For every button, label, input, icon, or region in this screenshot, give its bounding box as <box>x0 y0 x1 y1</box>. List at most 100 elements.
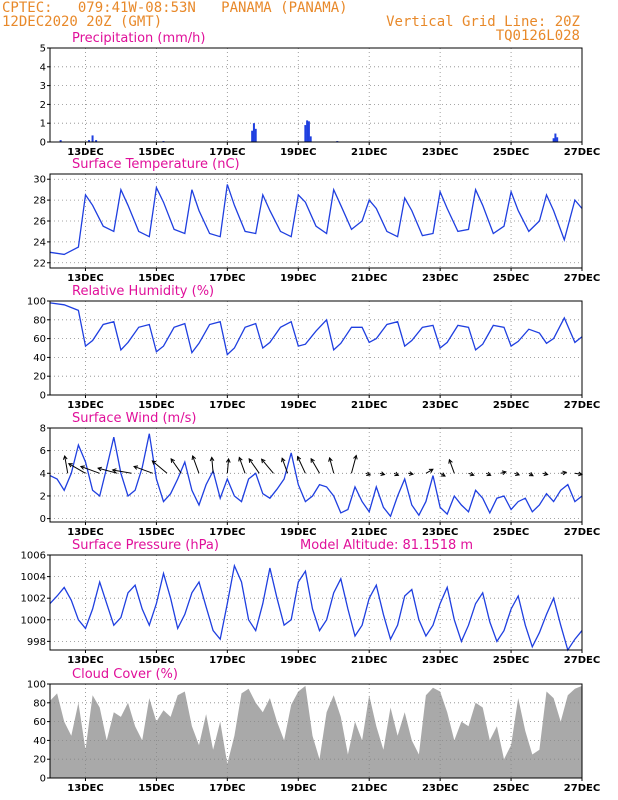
y-tick-label: 0 <box>40 514 46 525</box>
y-tick-label: 60 <box>33 334 46 345</box>
panel-5: 0 20 40 60 80 100 13DEC 15DEC 17DEC 19DEC 21DEC 23D… <box>27 667 600 794</box>
panel-frame <box>49 300 583 396</box>
x-tick-label: 21DEC <box>351 400 387 411</box>
x-tick-label: 19DEC <box>280 273 316 284</box>
wind-arrow-head <box>448 458 453 464</box>
wind-arrow-head <box>353 454 358 460</box>
y-tick-label: 20 <box>33 372 46 383</box>
y-tick-label: 0 <box>40 774 46 785</box>
panel-0: 0 1 2 3 4 5 13DEC 15DEC 17DEC 19DEC 21DEC 23DEC 25DE… <box>40 31 601 158</box>
x-tick-label: 27DEC <box>564 273 600 284</box>
y-tick-label: 3 <box>40 81 46 92</box>
precip-bar <box>552 138 555 142</box>
x-tick-label: 23DEC <box>422 273 458 284</box>
x-tick-label: 23DEC <box>422 147 458 158</box>
precip-bar <box>95 140 98 142</box>
wind-arrow-head <box>440 472 446 477</box>
x-tick-label: 17DEC <box>209 655 245 666</box>
temperature-line <box>49 184 583 256</box>
y-tick-label: 1 <box>40 119 46 130</box>
wind-arrow-head <box>281 457 286 463</box>
wind-arrow-head <box>469 471 475 477</box>
wind-arrow-head <box>248 458 253 463</box>
wind-arrow-head <box>67 463 73 468</box>
wind-arrow-shaft <box>574 472 583 476</box>
wind-arrow-head <box>501 470 507 475</box>
x-tick-label: 17DEC <box>209 147 245 158</box>
panel-frame <box>49 683 583 779</box>
wind-arrow-head <box>62 454 68 460</box>
wind-arrow-shaft <box>281 458 289 474</box>
y-tick-label: 24 <box>33 237 46 248</box>
panel-3: 0 2 4 6 8 13DEC 15DEC 17DEC 19DEC 21DEC 23DEC 25DEC… <box>40 411 601 538</box>
precip-bar <box>254 128 257 142</box>
x-tick-label: 17DEC <box>209 273 245 284</box>
wind-arrow-head <box>328 456 333 462</box>
precip-bar <box>556 137 559 142</box>
x-tick-label: 25DEC <box>493 527 529 538</box>
y-tick-label: 100 <box>27 297 46 308</box>
y-tick-label: 28 <box>33 196 46 207</box>
x-tick-label: 25DEC <box>493 655 529 666</box>
wind-arrow-head <box>209 456 215 462</box>
x-tick-label: 15DEC <box>138 273 174 284</box>
y-tick-label: 0 <box>40 138 46 149</box>
precip-bar <box>251 130 254 142</box>
x-tick-label: 19DEC <box>280 783 316 794</box>
x-tick-label: 25DEC <box>493 783 529 794</box>
x-tick-label: 13DEC <box>67 527 103 538</box>
panel-1: 22 24 26 28 30 13DEC 15DEC 17DEC 19DEC 21DEC 23DEC… <box>33 157 600 284</box>
wind-arrow-shaft <box>226 458 230 474</box>
panel-frame <box>49 554 583 651</box>
x-tick-label: 21DEC <box>351 783 387 794</box>
y-tick-label: 1000 <box>21 615 46 626</box>
y-tick-label: 998 <box>27 637 46 648</box>
precip-bar <box>88 140 91 142</box>
wind-arrow-shaft <box>68 463 86 474</box>
wind-arrow-shaft <box>425 468 434 474</box>
panel-frame <box>49 47 583 143</box>
precip-bar <box>554 133 557 142</box>
wind-arrow-head <box>543 471 549 476</box>
wind-arrow-head <box>151 460 157 465</box>
y-tick-label: 1006 <box>21 551 46 562</box>
y-tick-label: 8 <box>40 424 46 435</box>
x-tick-label: 15DEC <box>138 783 174 794</box>
header-model-code: TQ0126L028 <box>496 28 580 44</box>
y-tick-label: 60 <box>33 717 46 728</box>
wind-arrow-head <box>380 471 386 476</box>
wind-arrow-shaft <box>448 459 455 474</box>
cloud-cover-area <box>50 685 582 778</box>
wind-arrow-head <box>310 457 315 463</box>
wind-arrow-head <box>133 465 139 470</box>
x-tick-label: 23DEC <box>422 527 458 538</box>
panel-title: Surface Wind (m/s) <box>72 411 196 426</box>
wind-arrow-shaft <box>97 467 118 474</box>
wind-arrow-shaft <box>64 455 69 474</box>
precip-bar <box>252 123 255 142</box>
y-tick-label: 1004 <box>21 572 46 583</box>
y-tick-label: 80 <box>33 315 46 326</box>
wind-arrow-head <box>515 471 521 477</box>
wind-arrow-head <box>528 472 534 477</box>
x-tick-label: 19DEC <box>280 147 316 158</box>
x-tick-label: 13DEC <box>67 400 103 411</box>
x-tick-label: 27DEC <box>564 655 600 666</box>
x-tick-label: 25DEC <box>493 273 529 284</box>
y-tick-label: 22 <box>33 258 46 269</box>
pressure-line <box>49 563 583 652</box>
y-tick-label: 0 <box>40 391 46 402</box>
wind-arrow-shaft <box>248 458 260 474</box>
wind-arrow-shaft <box>152 460 168 474</box>
header-location: CPTEC: 079:41W-08:53N PANAMA (PANAMA) <box>2 0 348 16</box>
panel-title: Cloud Cover (%) <box>72 667 178 682</box>
x-tick-label: 25DEC <box>493 400 529 411</box>
wind-arrow-shaft <box>211 457 214 474</box>
x-tick-label: 17DEC <box>209 783 245 794</box>
x-tick-label: 21DEC <box>351 273 387 284</box>
wind-arrow-shaft <box>112 469 132 474</box>
wind-arrow-head <box>170 458 175 463</box>
panel-2: 0 20 40 60 80 100 13DEC 15DEC 17DEC 19DEC 21DEC 23D… <box>27 284 600 411</box>
y-tick-label: 1002 <box>21 594 46 605</box>
y-tick-label: 100 <box>27 680 46 691</box>
